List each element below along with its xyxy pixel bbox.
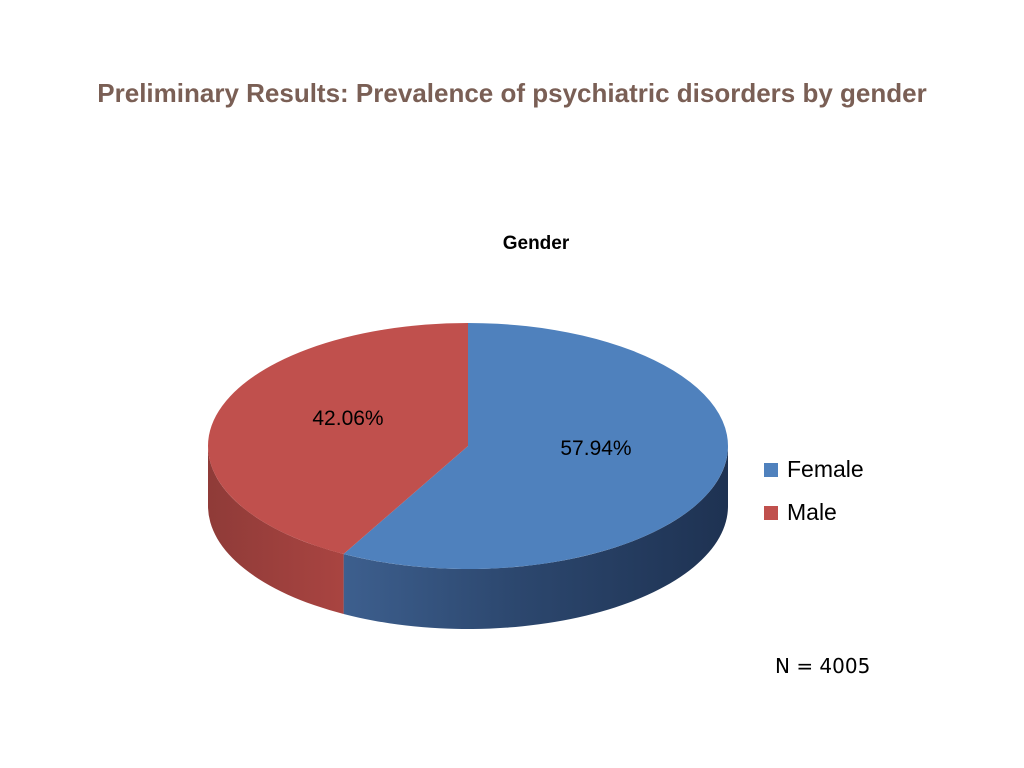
legend-item-female: Female [764, 448, 864, 491]
slice-male [207, 323, 468, 555]
legend-label-female: Female [787, 456, 864, 482]
sample-size-note: N = 4005 [775, 654, 871, 678]
chart-title: Gender [502, 233, 570, 254]
slice-side-male [208, 446, 344, 615]
legend-swatch-female [764, 462, 778, 477]
chart-legend: Female Male [764, 448, 864, 534]
legend-item-male: Male [764, 491, 864, 534]
slide-title: Preliminary Results: Prevalence of psych… [97, 78, 927, 108]
data-label-male: 42.06% [312, 407, 383, 430]
slice-side-female [343, 446, 728, 629]
legend-label-male: Male [787, 499, 837, 525]
slice-female [343, 323, 728, 569]
data-label-female: 57.94% [560, 437, 631, 460]
legend-swatch-male [764, 505, 778, 520]
